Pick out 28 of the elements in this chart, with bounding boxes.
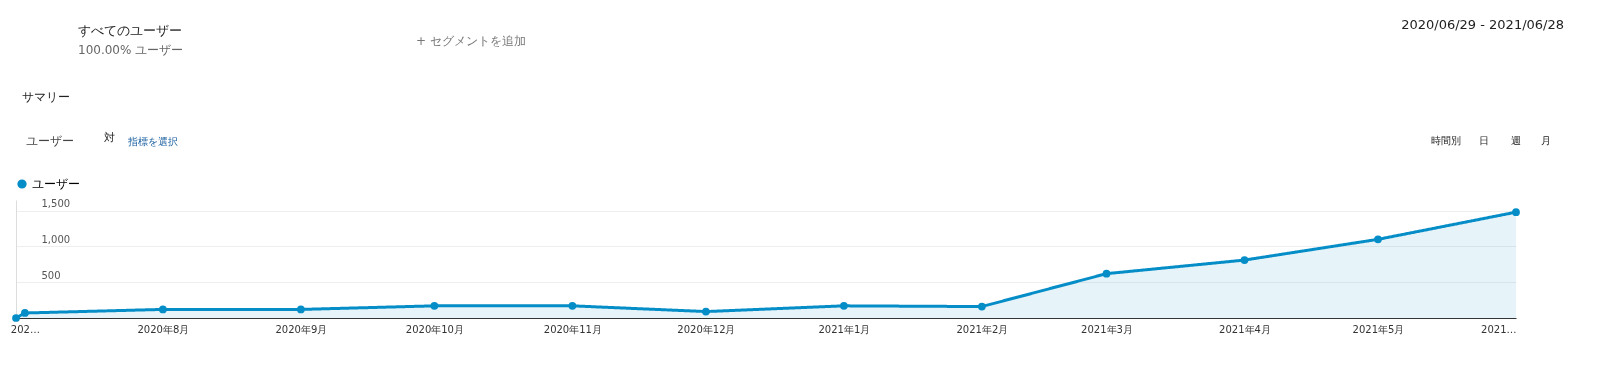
text: 対 <box>104 131 115 144</box>
x-tick-label: 2021… <box>1481 323 1517 335</box>
y-tick-label: 1,500 <box>41 198 71 210</box>
text: + セグメントを追加 <box>416 34 526 48</box>
text: 週 <box>1511 135 1521 146</box>
text: 日 <box>1479 135 1489 146</box>
x-tick-label: 2021年1月 <box>818 323 871 335</box>
text: サマリー <box>22 90 70 104</box>
y-tick-label: 500 <box>41 269 61 281</box>
text: 100.00% ユーザー <box>78 43 184 57</box>
y-tick-label: 1,000 <box>41 233 71 245</box>
x-tick-label: 2020年11月 <box>543 323 602 335</box>
text: 指標を選択 <box>127 136 178 147</box>
x-tick-label: 2020年12月 <box>677 323 736 335</box>
x-tick-label: 202… <box>10 323 40 335</box>
text: 時間別 <box>1431 135 1461 146</box>
x-tick-label: 2020年10月 <box>405 323 464 335</box>
text: 月 <box>1541 135 1551 146</box>
text: 2020/06/29 - 2021/06/28 <box>1401 17 1564 32</box>
x-tick-label: 2021年2月 <box>956 323 1009 335</box>
legend-label: ユーザー <box>32 177 80 191</box>
text: すべてのユーザー <box>78 23 182 38</box>
x-tick-label: 2020年9月 <box>275 323 328 335</box>
x-tick-label: 2021年5月 <box>1352 323 1405 335</box>
x-tick-label: 2020年8月 <box>137 323 190 335</box>
text: ユーザー <box>26 134 74 148</box>
x-tick-label: 2021年4月 <box>1219 323 1271 335</box>
x-tick-label: 2021年3月 <box>1081 323 1133 335</box>
